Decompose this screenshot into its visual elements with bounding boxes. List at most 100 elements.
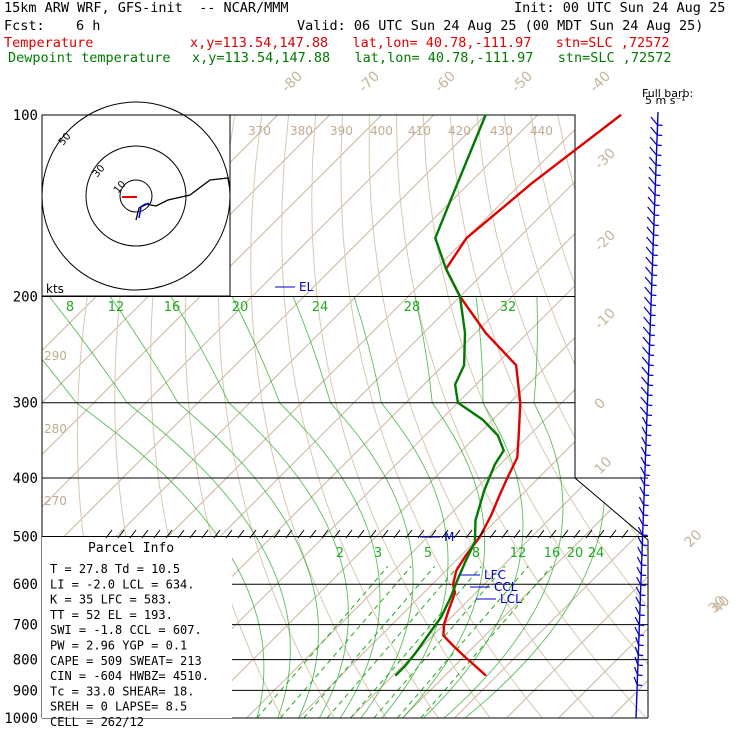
- dewpoint-point: [457, 401, 459, 404]
- parcel-info-row: CELL = 262/12: [50, 715, 144, 729]
- hodograph-box: [41, 114, 231, 297]
- parcel-hatch-mark: [549, 529, 557, 539]
- wind-barb-flag: [651, 294, 657, 297]
- temperature-point: [517, 434, 520, 437]
- dewpoint-point: [454, 383, 456, 386]
- mixing-ratio-line: [303, 565, 436, 718]
- parcel-hatch-mark: [381, 529, 389, 539]
- theta-label: 410: [408, 124, 431, 138]
- temperature-point: [530, 182, 533, 185]
- wind-barb-flag: [641, 554, 647, 557]
- dewpoint-point: [440, 616, 443, 618]
- wind-barb-flag: [653, 224, 659, 227]
- parcel-hatch-mark: [561, 529, 569, 539]
- temperature-point: [484, 674, 487, 677]
- wind-barb-flag: [642, 534, 648, 537]
- wind-barb-flag: [638, 654, 644, 657]
- dewpoint-point: [494, 463, 496, 466]
- wind-barb-flag: [644, 474, 650, 477]
- wind-barb: [634, 646, 639, 656]
- isotherm-line: [610, 115, 648, 718]
- wind-barb: [640, 456, 646, 466]
- wind-barb-flag: [648, 364, 654, 367]
- wind-barb: [650, 116, 658, 126]
- theta-label: 290: [44, 349, 67, 363]
- dry-adiabat-line: [281, 115, 439, 718]
- wind-barb: [640, 386, 649, 396]
- parcel-info-row: Tc = 33.0 SHEAR= 18.: [50, 684, 195, 698]
- isotherm-label: 0: [592, 395, 610, 413]
- moist-adiabat-line: [353, 296, 449, 718]
- parcel-hatch-mark: [213, 529, 221, 539]
- mixing-ratio-label: 12: [108, 300, 125, 315]
- theta-label: 400: [370, 124, 393, 138]
- wind-barb: [648, 176, 656, 186]
- mixing-ratio-label: 12: [510, 546, 527, 561]
- wind-barb-flag: [649, 334, 655, 337]
- isotherm-line: [194, 115, 648, 718]
- parcel-hatch-mark: [261, 529, 269, 539]
- dewpoint-point: [450, 596, 452, 598]
- dewpoint-point: [483, 490, 485, 492]
- isotherm-line: [558, 115, 648, 718]
- temperature-point: [516, 456, 519, 459]
- parcel-hatch-mark: [597, 529, 605, 539]
- mixing-ratio-label: 24: [588, 546, 605, 561]
- dry-adiabat-line: [692, 115, 740, 718]
- dry-adiabat-line: [557, 115, 648, 718]
- wind-barb: [637, 546, 643, 556]
- parcel-hatch-mark: [609, 529, 617, 539]
- wind-barb: [644, 276, 653, 286]
- dry-adiabat-line: [449, 115, 648, 718]
- wind-barb-flag: [646, 424, 652, 427]
- wind-barb: [633, 666, 639, 676]
- wind-barb-flag: [655, 184, 661, 187]
- wind-barb-flag: [639, 624, 645, 627]
- wind-barb-flag: [641, 574, 647, 577]
- wind-barb: [647, 196, 656, 206]
- wind-barb-flag: [654, 194, 661, 197]
- wind-barb-flag: [643, 504, 649, 507]
- pressure-tick-label: 700: [13, 618, 38, 634]
- wind-barb: [637, 536, 643, 546]
- theta-label: 370: [248, 124, 271, 138]
- temperature-point: [463, 655, 466, 658]
- wind-barb-flag: [652, 254, 658, 257]
- wind-barb: [647, 186, 656, 196]
- wind-barb: [635, 596, 641, 606]
- temperature-point: [448, 608, 450, 610]
- wind-barb-flag: [648, 374, 654, 377]
- dewpoint-legend: Dewpoint temperature: [8, 50, 171, 66]
- pressure-tick-label: 100: [13, 108, 38, 124]
- wind-barb: [647, 206, 655, 216]
- dry-adiabat-line: [666, 115, 740, 718]
- parcel-hatch-mark: [321, 529, 329, 539]
- dewpoint-point: [502, 449, 505, 452]
- wind-barb: [645, 256, 653, 266]
- isotherm-line: [402, 115, 648, 718]
- parcel-hatch-mark: [357, 529, 365, 539]
- wind-barb: [642, 346, 650, 356]
- mixing-ratio-label: 20: [567, 546, 584, 561]
- parcel-info-title: Parcel Info: [88, 541, 174, 556]
- mixing-ratio-line: [420, 565, 553, 718]
- plot-border: [42, 114, 649, 718]
- wind-barb: [645, 246, 654, 256]
- isotherm-line: [350, 115, 648, 718]
- dry-adiabat-line: [250, 115, 387, 718]
- temperature-point: [452, 583, 454, 585]
- mixing-ratio-line: [350, 565, 482, 718]
- dewpoint-point: [474, 519, 477, 522]
- wind-barb: [636, 556, 643, 566]
- wind-barb-flag: [642, 524, 649, 527]
- parcel-hatch-mark: [513, 529, 521, 539]
- wind-barb: [635, 636, 640, 646]
- wind-barb: [639, 406, 648, 416]
- dewpoint-point: [484, 114, 487, 116]
- isotherm-line: [42, 115, 382, 718]
- mixing-ratio-label: 5: [424, 546, 432, 561]
- parcel-hatch-mark: [201, 529, 209, 539]
- mixing-ratio-label: 8: [472, 546, 480, 561]
- isotherm-label: -60: [432, 68, 459, 95]
- parcel-info-row: K = 35 LFC = 583.: [50, 593, 173, 607]
